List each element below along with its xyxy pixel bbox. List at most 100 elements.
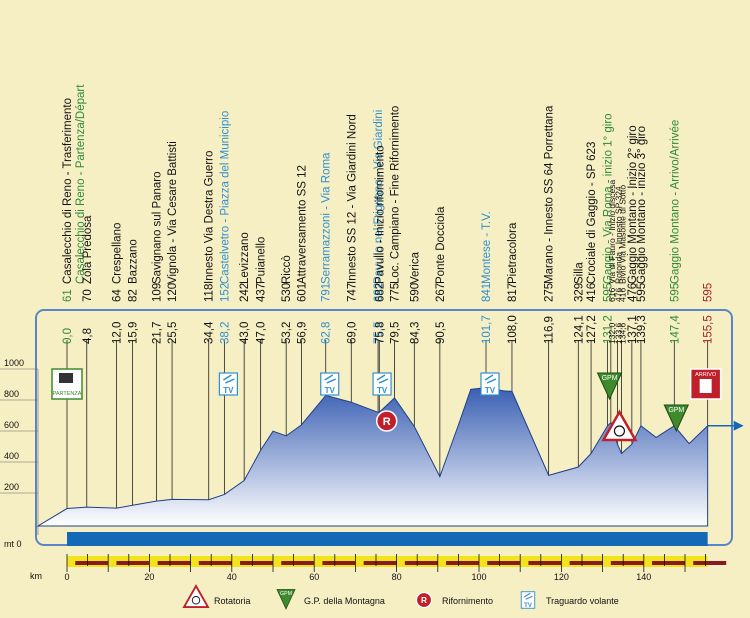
place-altitude: 775 <box>390 283 402 302</box>
place-km: 38,2 <box>219 322 231 344</box>
place-altitude: 118 <box>204 284 216 302</box>
gpm-icon: GPM <box>596 372 623 401</box>
x-tick-label: 0 <box>64 572 69 582</box>
tv-icon-label: TV <box>377 386 388 395</box>
place-name: Serramazzoni - Via Roma <box>321 152 333 284</box>
y-tick-label: 400 <box>4 451 19 461</box>
traguardo-volante-icon: TV <box>372 372 392 396</box>
tv-icon-label: TV <box>325 386 336 395</box>
finish-arrow-icon <box>733 420 744 431</box>
place-altitude: 82 <box>128 289 140 302</box>
place-km: 56,9 <box>296 322 308 344</box>
place-name: Via di Fauro - Inizio discesa <box>607 179 617 284</box>
place-km: 47,0 <box>256 322 268 344</box>
start-flag <box>59 373 73 383</box>
place-name: Puianello <box>256 237 268 284</box>
place-altitude: 275 <box>544 283 556 302</box>
refuel-circle <box>415 591 433 609</box>
place-km: 137,1 <box>627 315 639 344</box>
place-name: Innesto Via Destra Guerro <box>204 151 216 284</box>
refuel-letter: R <box>421 596 427 605</box>
rotatoria-icon <box>601 409 638 442</box>
gpm-label: GPM <box>668 407 684 414</box>
gpm-label: GPM <box>602 375 618 382</box>
arrivo-icon: ARRIVO <box>689 368 722 400</box>
finish-label: ARRIVO <box>695 372 717 378</box>
place-km: 62,8 <box>321 322 333 344</box>
place-name: Gaggio Montano - Arrivo/Arrivée <box>669 120 681 284</box>
place-km: 53,2 <box>281 322 293 344</box>
place-altitude: 242 <box>239 283 251 302</box>
tv-icon-rider <box>376 374 389 384</box>
legend-tv-icon: TV <box>520 591 536 609</box>
tv-icon-label: TV <box>485 386 496 395</box>
x-tick-label: 120 <box>554 572 569 582</box>
place-altitude: 682 <box>374 283 386 302</box>
legend-rotatoria-icon <box>182 584 210 608</box>
traguardo-volante-icon: TV <box>218 372 238 396</box>
km-scale-segment <box>404 561 438 565</box>
km-scale-segment <box>157 561 191 565</box>
place-name: Crespellano <box>111 223 123 284</box>
km-scale-segment <box>116 561 150 565</box>
place-name: Gaggio Montano - Inizio 2° giro <box>627 125 639 284</box>
km-scale-segment <box>240 561 273 565</box>
km-scale-segment <box>198 561 232 565</box>
roundabout-circle <box>191 596 201 605</box>
place-km: 15,9 <box>128 322 140 344</box>
tv-icon-box <box>480 372 500 396</box>
y-tick-label: 1000 <box>4 358 24 368</box>
legend-rifornimento-icon: R <box>415 591 433 609</box>
place-altitude: 601 <box>296 283 308 302</box>
gpm-icon: GPM <box>663 404 690 433</box>
place-name: Pavullo - Inizio rifornimento <box>374 145 386 284</box>
place-name: Riccò <box>281 255 293 284</box>
tv-icon-rider <box>324 374 337 384</box>
place-altitude: 595 <box>669 283 681 302</box>
place-km: 43,0 <box>239 322 251 344</box>
x-tick-label: 80 <box>392 572 402 582</box>
place-altitude: 70 <box>82 289 94 302</box>
x-tick-label: 60 <box>309 572 319 582</box>
tv-icon-label: TV <box>223 386 234 395</box>
gpm-triangle <box>663 404 690 433</box>
place-name: Castelvetro - Piazza del Municipio <box>219 111 231 284</box>
place-name-secondary: Casalecchio di Reno - Partenza/Départ <box>75 84 87 284</box>
km-scale-segment <box>446 561 479 565</box>
place-km: 134,6 <box>618 322 628 344</box>
x-tick-label: 20 <box>144 572 154 582</box>
km-scale-segment <box>487 561 521 565</box>
place-name: Loc. Campiano - Fine Rifornimento <box>390 106 402 284</box>
place-name: Zola Predosa <box>82 215 94 284</box>
place-altitude: 64 <box>111 289 123 302</box>
place-name: Verica <box>409 251 421 284</box>
km-scale-segment <box>610 561 644 565</box>
place-km: 131,2 <box>603 315 615 344</box>
legend-gpm-icon: GPM <box>276 589 296 610</box>
place-altitude: 817 <box>507 283 519 302</box>
km-scale-segment <box>652 561 685 565</box>
place-km: 127,2 <box>586 315 598 344</box>
place-altitude: 747 <box>346 283 358 302</box>
place-name: Pietracolora <box>507 222 519 284</box>
place-altitude: 595 <box>603 283 615 302</box>
x-tick-label: 40 <box>227 572 237 582</box>
place-name: Vignola - Via Cesare Battisti <box>167 141 179 284</box>
place-name: Ponte Docciola <box>435 206 447 284</box>
place-km: 4,8 <box>82 328 94 344</box>
place-km: 25,5 <box>167 322 179 344</box>
place-altitude: 682 <box>373 283 385 302</box>
km-scale-segment <box>281 561 315 565</box>
place-name: Silla <box>573 262 585 284</box>
place-name: Pavullo nel Frignano - Via Giardini <box>373 110 385 284</box>
place-altitude: 616 <box>607 288 617 302</box>
place-km: 155,5 <box>703 315 715 344</box>
legend-text: Rotatoria <box>214 596 251 606</box>
place-altitude: 120 <box>167 283 179 302</box>
km-scale-segment <box>322 561 356 565</box>
place-altitude: 109 <box>151 283 163 302</box>
place-km: 75,8 <box>374 322 386 344</box>
finish-figure <box>699 379 712 393</box>
